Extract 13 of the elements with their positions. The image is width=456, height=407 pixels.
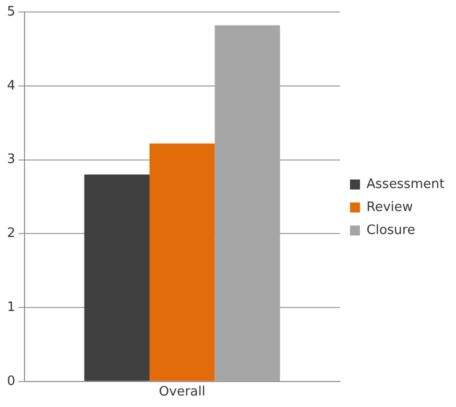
x-tick-label: Overall	[158, 384, 206, 400]
y-tick-label: 2	[6, 226, 16, 242]
bar	[214, 25, 280, 381]
y-tick-label: 4	[6, 78, 16, 94]
y-tick-label: 1	[6, 300, 16, 315]
y-tick-label: 5	[6, 4, 16, 20]
bar	[150, 144, 215, 381]
legend-label: Review	[366, 200, 414, 215]
y-tick-label: 0	[6, 374, 16, 389]
legend-label: Closure	[366, 222, 416, 238]
legend-label: Assessment	[366, 176, 444, 192]
bar	[84, 174, 150, 381]
y-tick-label: 3	[6, 152, 16, 168]
